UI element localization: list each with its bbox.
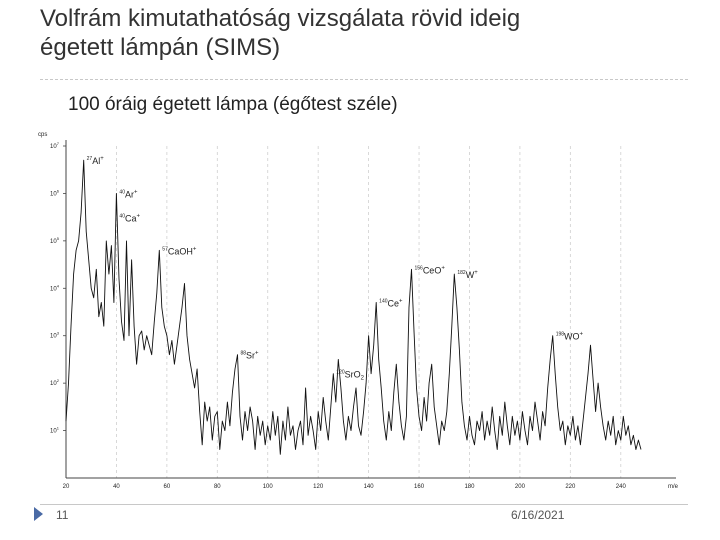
peak-label: 140Ce+ (379, 299, 403, 309)
y-tick-label: 102 (50, 378, 60, 387)
peak-label-charge: + (255, 351, 259, 357)
peak-label-mass: 140 (379, 299, 388, 305)
x-tick-label: 180 (464, 484, 475, 490)
x-tick-label: 220 (565, 484, 576, 490)
x-tick-label: 240 (616, 484, 627, 490)
spectrum-line-series-0 (65, 159, 642, 455)
peak-label: 27Al+ (87, 156, 105, 166)
slide-title: Volfrám kimutathatóság vizsgálata rövid … (40, 4, 700, 62)
peak-label: 40Ca+ (119, 214, 140, 224)
peak-label-charge: + (100, 156, 104, 162)
chart-labels: 20 40 60 80 100 120 140 160 180 200 220 24010110210… (38, 132, 679, 490)
x-tick-label: 160 (414, 484, 425, 490)
y-tick-label: 104 (50, 283, 60, 292)
peak-label-mass: 57 (162, 246, 168, 252)
y-tick-label: 103 (50, 331, 60, 340)
y-tick-exponent: 1 (57, 426, 60, 431)
chart-series (65, 159, 642, 455)
peak-label-charge: + (134, 189, 138, 195)
y-tick-exponent: 7 (57, 141, 60, 146)
x-tick-label: 80 (214, 484, 221, 490)
page-number: 11 (56, 508, 69, 522)
y-tick-label: 101 (50, 426, 60, 435)
y-tick-label: 106 (50, 188, 60, 197)
y-tick-exponent: 3 (57, 331, 60, 336)
y-tick-label: 105 (50, 236, 60, 245)
y-tick-exponent: 5 (57, 236, 60, 241)
peak-label-ion: Ca (125, 214, 137, 224)
x-tick-label: 120 (313, 484, 324, 490)
peak-label: 120SrO2 (336, 370, 364, 382)
peak-label-mass: 40 (119, 214, 125, 220)
peak-label-mass: 182 (457, 270, 466, 276)
y-axis-label: cps (38, 132, 47, 138)
y-tick-exponent: 4 (57, 283, 60, 288)
y-tick-exponent: 2 (57, 378, 60, 383)
slide-title-line-1: Volfrám kimutathatóság vizsgálata rövid … (40, 5, 521, 32)
peak-label: 198WO+ (556, 332, 584, 342)
peak-label-charge: + (399, 299, 403, 305)
peak-label: 156CeO+ (414, 265, 445, 275)
footer-divider (40, 504, 688, 505)
peak-label-mass: 198 (556, 332, 565, 338)
peak-label-charge: + (474, 270, 478, 276)
x-tick-label: 40 (113, 484, 120, 490)
slide-title-line-2: égetett lámpán (SIMS) (40, 34, 281, 61)
peak-label-ion: W (466, 270, 475, 280)
x-axis-label: m/e (668, 484, 679, 490)
peak-label-mass: 156 (414, 265, 423, 271)
x-tick-label: 100 (263, 484, 274, 490)
slide-subtitle: 100 óráig égetett lámpa (égőtest széle) (68, 94, 398, 115)
peak-label-mass: 27 (87, 156, 93, 162)
peak-label-ion: Ar (125, 189, 134, 199)
peak-label-ion: Ce (388, 299, 400, 309)
peak-label-charge: + (137, 214, 141, 220)
peak-label-ion: SrO (345, 370, 361, 380)
peak-label-charge: + (580, 332, 584, 338)
title-divider (40, 79, 688, 80)
peak-label: 182W+ (457, 270, 478, 280)
peak-label-ion: CaOH (168, 246, 193, 256)
slide-date: 6/16/2021 (511, 508, 565, 522)
peak-label: 57CaOH+ (162, 246, 197, 256)
peak-label-mass: 120 (336, 370, 345, 376)
x-tick-label: 140 (364, 484, 375, 490)
peak-label-subscript: 2 (361, 376, 365, 382)
chart-axes (63, 140, 676, 479)
peak-label-mass: 88 (240, 351, 246, 357)
x-tick-label: 20 (63, 484, 70, 490)
peak-label-ion: WO (564, 332, 580, 342)
y-tick-label: 107 (50, 141, 60, 150)
peak-label-mass: 40 (119, 189, 125, 195)
peak-label-ion: Sr (246, 351, 255, 361)
x-tick-label: 60 (164, 484, 171, 490)
sims-spectrum-chart: 20 40 60 80 100 120 140 160 180 200 220 24010110210… (38, 132, 679, 490)
peak-label-ion: Al (92, 156, 100, 166)
peak-label-ion: CeO (423, 265, 442, 275)
peak-label-charge: + (441, 265, 445, 271)
chart-grid (65, 146, 622, 478)
y-tick-exponent: 6 (57, 188, 60, 193)
peak-label: 40Ar+ (119, 189, 138, 199)
x-tick-label: 200 (515, 484, 526, 490)
peak-label-charge: + (193, 246, 197, 252)
peak-label: 88Sr+ (240, 351, 259, 361)
bullet-arrow-icon (34, 507, 43, 521)
